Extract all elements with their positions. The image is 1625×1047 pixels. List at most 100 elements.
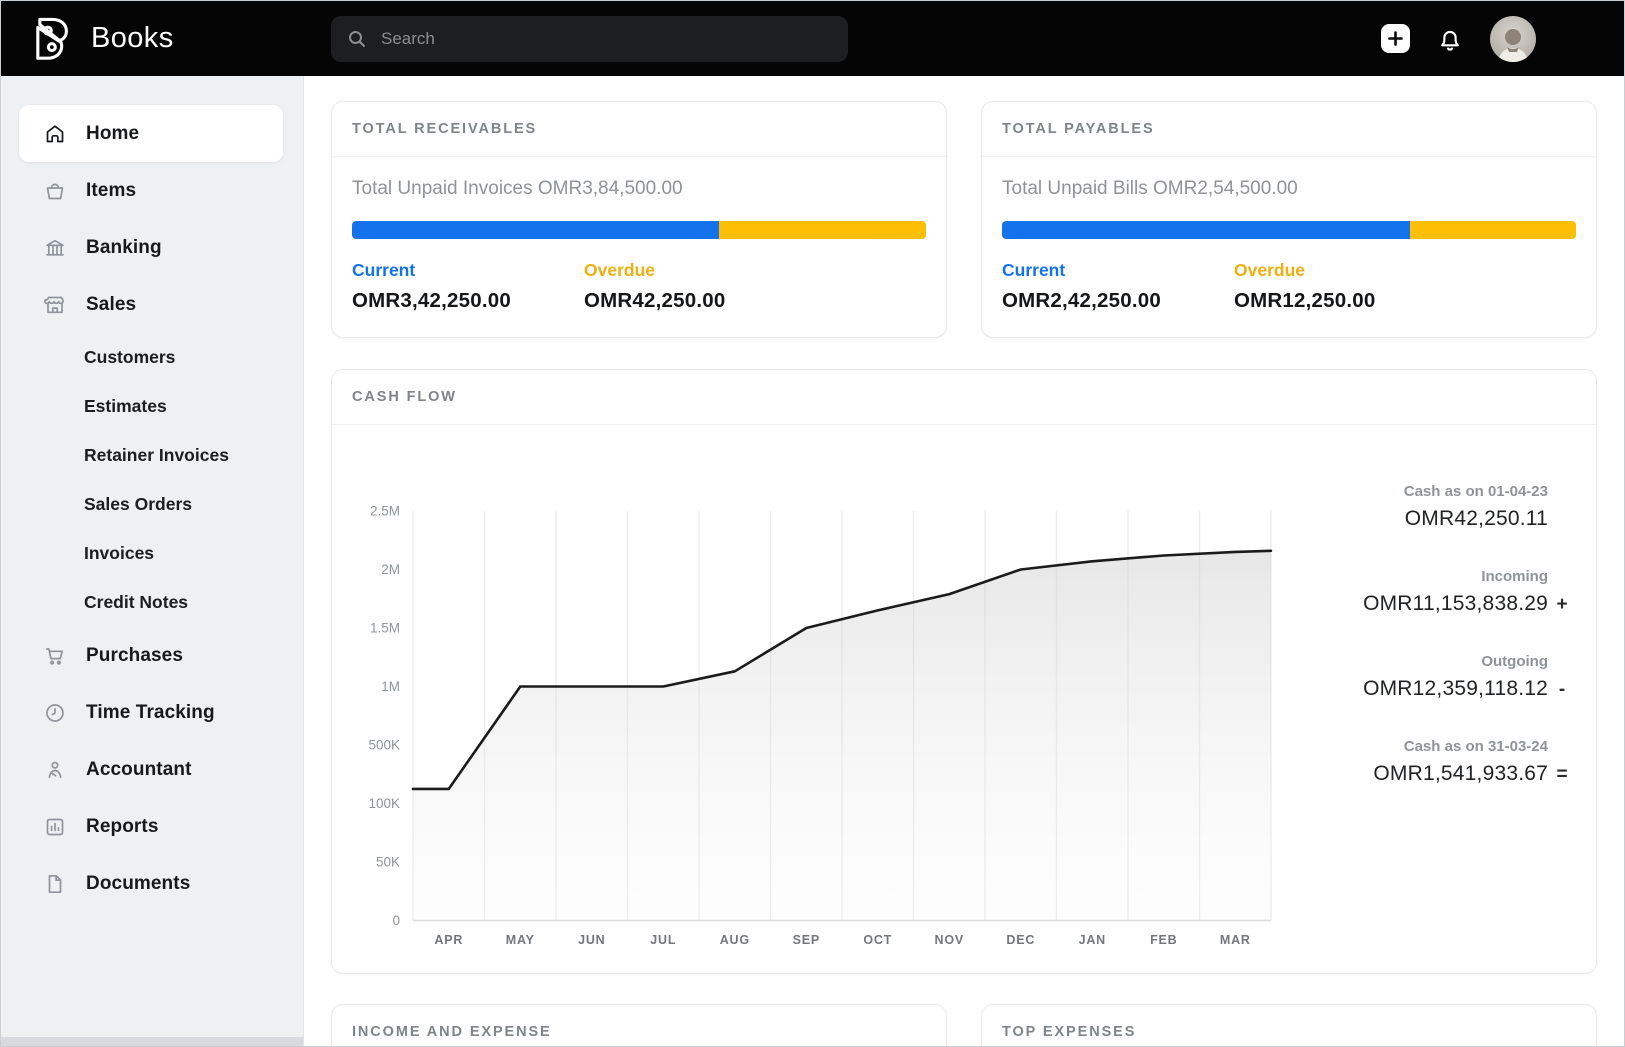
- add-new-button[interactable]: [1381, 24, 1410, 53]
- svg-text:FEB: FEB: [1150, 933, 1177, 947]
- sidebar-item-documents[interactable]: Documents: [19, 855, 283, 912]
- sidebar-item-label: Accountant: [86, 758, 192, 780]
- svg-text:2.5M: 2.5M: [370, 504, 400, 519]
- receivables-overdue-col: Overdue OMR42,250.00: [584, 260, 926, 313]
- bank-icon: [43, 236, 67, 260]
- cash-flow-chart: 0 50K 100K 500K 1M 1.5M 2M 2.5M APR MAY JUN JUL AUG S…: [332, 425, 1296, 970]
- cash-summary-row-incoming: Incoming OMR11,153,838.29 +: [1296, 568, 1576, 616]
- sidebar-item-label: Purchases: [86, 644, 184, 666]
- payables-current-col: Current OMR2,42,250.00: [1002, 260, 1234, 313]
- svg-text:1.5M: 1.5M: [370, 621, 400, 636]
- cash-summary-label: Cash as on 01-04-23: [1403, 483, 1548, 500]
- sidebar-item-sales[interactable]: Sales: [19, 276, 283, 333]
- app-logo[interactable]: Books: [1, 14, 304, 64]
- sidebar-item-items[interactable]: Items: [19, 162, 283, 219]
- bar-chart-icon: [43, 815, 67, 839]
- svg-text:DEC: DEC: [1006, 933, 1035, 947]
- payables-summary: Total Unpaid Bills OMR2,54,500.00: [1002, 178, 1298, 199]
- sidebar-item-label: Reports: [86, 815, 159, 837]
- search-bar[interactable]: [331, 15, 848, 62]
- sidebar-subitem-credit-notes[interactable]: Credit Notes: [84, 592, 189, 612]
- sidebar-item-purchases[interactable]: Purchases: [19, 627, 283, 684]
- document-icon: [43, 872, 67, 896]
- svg-text:100K: 100K: [368, 796, 400, 811]
- top-header: Books: [1, 1, 1624, 76]
- svg-text:AUG: AUG: [720, 933, 750, 947]
- receivables-current-bar: [352, 221, 720, 239]
- sidebar-item-label: Banking: [86, 236, 162, 258]
- svg-text:SEP: SEP: [793, 933, 820, 947]
- basket-icon: [43, 179, 67, 203]
- sidebar-subitem-sales-orders[interactable]: Sales Orders: [84, 494, 192, 514]
- top-expenses-card: TOP EXPENSES: [981, 1004, 1597, 1046]
- sidebar-item-label: Home: [86, 122, 140, 144]
- payables-progress-bar: [1002, 221, 1576, 239]
- sidebar-item-time-tracking[interactable]: Time Tracking: [19, 684, 283, 741]
- cash-summary-row-cash-as-on-01-04-23: Cash as on 01-04-23 OMR42,250.11: [1296, 483, 1576, 531]
- sidebar-subitem-estimates[interactable]: Estimates: [84, 396, 167, 416]
- main-content: TOTAL RECEIVABLES Total Unpaid Invoices …: [304, 76, 1624, 1046]
- svg-text:1M: 1M: [381, 679, 400, 694]
- payables-overdue-col: Overdue OMR12,250.00: [1234, 260, 1576, 313]
- svg-text:OCT: OCT: [863, 933, 892, 947]
- svg-text:500K: 500K: [368, 738, 400, 753]
- receivables-overdue-value: OMR42,250.00: [584, 289, 726, 312]
- sidebar-item-label: Time Tracking: [86, 701, 215, 723]
- sidebar-subitem-customers[interactable]: Customers: [84, 347, 176, 367]
- sidebar: Home Items Banking Sales Customers Estimates R…: [1, 76, 304, 1046]
- cash-summary-value: OMR12,359,118.12: [1363, 677, 1548, 700]
- payables-card-title: TOTAL PAYABLES: [982, 102, 1596, 157]
- total-payables-card: TOTAL PAYABLES Total Unpaid Bills OMR2,5…: [981, 101, 1597, 338]
- cash-flow-card-title: CASH FLOW: [332, 370, 1596, 425]
- sidebar-item-label: Documents: [86, 872, 191, 894]
- svg-text:MAR: MAR: [1220, 933, 1251, 947]
- user-avatar[interactable]: [1490, 15, 1536, 62]
- payables-current-label: Current: [1002, 260, 1066, 280]
- cash-summary-value: OMR1,541,933.67: [1373, 762, 1548, 785]
- svg-text:JUL: JUL: [650, 933, 676, 947]
- cash-summary-row-cash-as-on-31-03-24: Cash as on 31-03-24 OMR1,541,933.67 =: [1296, 738, 1576, 786]
- total-receivables-card: TOTAL RECEIVABLES Total Unpaid Invoices …: [331, 101, 947, 338]
- sidebar-item-banking[interactable]: Banking: [19, 219, 283, 276]
- income-expense-card-title: INCOME AND EXPENSE: [332, 1005, 946, 1046]
- svg-text:0: 0: [392, 913, 400, 928]
- svg-text:2M: 2M: [381, 562, 400, 577]
- cash-summary-value: OMR11,153,838.29: [1363, 592, 1548, 615]
- payables-overdue-value: OMR12,250.00: [1234, 289, 1376, 312]
- sidebar-item-home[interactable]: Home: [19, 105, 283, 162]
- cash-summary-label: Outgoing: [1481, 653, 1548, 670]
- cash-summary-row-outgoing: Outgoing OMR12,359,118.12-: [1296, 653, 1576, 701]
- sidebar-subitem-invoices[interactable]: Invoices: [84, 543, 155, 563]
- sidebar-item-reports[interactable]: Reports: [19, 798, 283, 855]
- person-icon: [43, 758, 67, 782]
- cash-summary-operator: +: [1556, 594, 1568, 615]
- cash-summary-operator: -: [1558, 679, 1566, 700]
- cash-summary-operator: =: [1556, 764, 1568, 785]
- header-actions: [1381, 15, 1624, 62]
- receivables-current-value: OMR3,42,250.00: [352, 289, 511, 312]
- svg-text:NOV: NOV: [935, 933, 965, 947]
- sidebar-item-label: Sales: [86, 293, 137, 315]
- receivables-progress-bar: [352, 221, 926, 239]
- receivables-summary: Total Unpaid Invoices OMR3,84,500.00: [352, 178, 683, 199]
- svg-text:JUN: JUN: [578, 933, 605, 947]
- top-expenses-card-title: TOP EXPENSES: [982, 1005, 1596, 1046]
- search-input[interactable]: [379, 27, 832, 50]
- sidebar-item-label: Items: [86, 179, 137, 201]
- cash-summary-label: Incoming: [1481, 568, 1548, 585]
- sidebar-subitem-retainer-invoices[interactable]: Retainer Invoices: [84, 445, 229, 465]
- svg-text:MAY: MAY: [506, 933, 535, 947]
- notifications-bell-icon[interactable]: [1435, 24, 1465, 54]
- payables-current-bar: [1002, 221, 1410, 239]
- payables-current-value: OMR2,42,250.00: [1002, 289, 1161, 312]
- search-icon: [347, 29, 367, 49]
- clock-icon: [43, 701, 67, 725]
- receivables-current-label: Current: [352, 260, 416, 280]
- cash-summary-label: Cash as on 31-03-24: [1403, 738, 1548, 755]
- sidebar-bottom-strip: [1, 1037, 303, 1046]
- sidebar-item-accountant[interactable]: Accountant: [19, 741, 283, 798]
- storefront-icon: [43, 293, 67, 317]
- receivables-current-col: Current OMR3,42,250.00: [352, 260, 584, 313]
- income-expense-card: INCOME AND EXPENSE: [331, 1004, 947, 1046]
